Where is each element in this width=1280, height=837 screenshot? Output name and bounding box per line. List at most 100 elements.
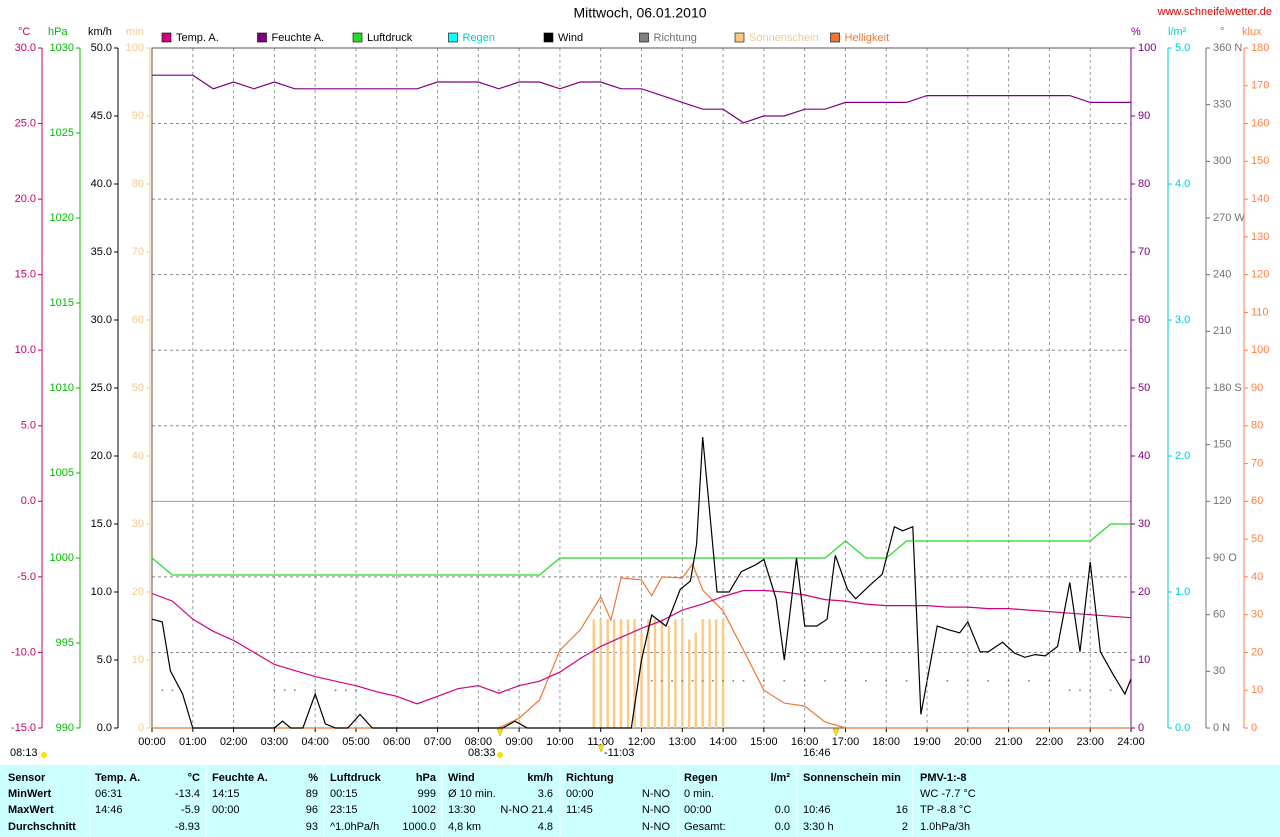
y-tick-label: 25.0: [15, 117, 36, 129]
table-cell: 96: [306, 804, 318, 816]
sunshine-bar: [714, 619, 718, 728]
direction-dot: [824, 679, 826, 682]
table-cell: 3.6: [538, 788, 553, 800]
direction-dot: [273, 689, 276, 692]
x-tick-label: 24:00: [1117, 736, 1145, 748]
direction-dot: [712, 679, 714, 682]
sunshine-bar: [612, 619, 616, 728]
sunshine-bar: [653, 619, 657, 728]
direction-dot: [1048, 679, 1051, 682]
sun-marker: [496, 728, 504, 737]
legend-label: Sonnenschein: [749, 32, 819, 44]
direction-dot: [987, 679, 990, 682]
y-tick-label: 50: [1138, 382, 1150, 394]
y-tick-label: 0 N: [1213, 722, 1230, 734]
y-tick-label: 20: [1138, 586, 1150, 598]
table-cell: 0.0: [775, 821, 790, 833]
y-tick-label: 0: [1138, 722, 1144, 734]
table-cell: 2: [902, 821, 908, 833]
y-tick-label: 180 S: [1213, 382, 1242, 394]
legend-swatch: [352, 32, 363, 43]
sunshine-bar: [592, 619, 595, 728]
time-annotation: 08:33: [468, 747, 496, 759]
axis-unit: °C: [18, 26, 30, 38]
table-cell: 3:30 h: [803, 821, 834, 833]
y-tick-label: 1005: [50, 467, 74, 479]
y-tick-label: 80: [1138, 178, 1150, 190]
sunshine-bar: [619, 619, 623, 728]
x-tick-label: 01:00: [179, 736, 207, 748]
y-tick-label: 30: [1213, 665, 1225, 677]
sunshine-bar: [674, 619, 677, 728]
y-tick-label: 30: [1251, 609, 1263, 621]
axis-unit: °: [1220, 26, 1224, 38]
x-tick-label: 14:00: [709, 736, 737, 748]
y-tick-label: 1020: [50, 212, 74, 224]
sunshine-bar: [640, 632, 643, 728]
y-tick-label: 5.0: [1175, 42, 1190, 54]
y-tick-label: 270 W: [1213, 212, 1245, 224]
direction-dot: [926, 679, 928, 682]
y-tick-label: 240: [1213, 269, 1231, 281]
direction-dot: [171, 689, 174, 692]
table-cell: 1002: [412, 804, 436, 816]
direction-dot: [508, 689, 510, 692]
x-tick-label: 15:00: [750, 736, 778, 748]
y-tick-label: 3.0: [1175, 314, 1190, 326]
y-tick-label: 330: [1213, 99, 1231, 111]
legend-swatch: [257, 32, 267, 43]
y-tick-label: 20: [1251, 646, 1263, 658]
direction-dot: [722, 679, 724, 682]
table-cell: ^1.0hPa/h: [330, 821, 379, 833]
x-tick-label: 10:00: [546, 736, 574, 748]
y-tick-label: 1000: [50, 552, 74, 564]
axis-unit: km/h: [88, 26, 112, 38]
legend-swatch: [161, 32, 172, 43]
sunshine-bar: [708, 619, 711, 728]
x-tick-label: 03:00: [261, 736, 289, 748]
direction-dot: [1007, 679, 1010, 682]
legend-label: Regen: [463, 32, 495, 44]
x-tick-label: 04:00: [301, 736, 329, 748]
direction-dot: [763, 679, 765, 682]
sunshine-bar: [599, 619, 602, 728]
table-cell: 00:00: [684, 804, 712, 816]
table-cell: 999: [418, 788, 436, 800]
y-tick-label: 30: [1138, 518, 1150, 530]
y-tick-label: 40: [132, 450, 144, 462]
x-tick-label: 13:00: [669, 736, 697, 748]
sunshine-bar: [626, 619, 630, 728]
sunshine-bar: [647, 619, 650, 728]
y-tick-label: 10: [1251, 684, 1263, 696]
y-tick-label: 2.0: [1175, 450, 1190, 462]
direction-dot: [1069, 689, 1071, 692]
direction-dot: [905, 679, 908, 682]
x-tick-label: 08:00: [465, 736, 493, 748]
direction-dot: [355, 689, 357, 692]
y-tick-label: 40.0: [91, 178, 112, 190]
direction-dot: [661, 679, 663, 682]
table-cell: 1.0hPa/3h: [920, 821, 970, 833]
y-tick-label: -15.0: [11, 722, 36, 734]
axis-unit: %: [1131, 26, 1141, 38]
direction-dot: [671, 679, 673, 682]
x-tick-label: 02:00: [220, 736, 248, 748]
y-tick-label: 5.0: [97, 654, 112, 666]
direction-dot: [885, 679, 888, 682]
y-tick-label: 40: [1251, 571, 1263, 583]
sunshine-bar: [633, 619, 636, 728]
time-annotation: -11:03: [604, 747, 634, 759]
y-tick-label: 1030: [50, 42, 74, 54]
table-cell: 11:45: [566, 804, 593, 816]
sunshine-bar: [694, 632, 697, 728]
y-tick-label: 170: [1251, 80, 1269, 92]
direction-dot: [732, 679, 735, 682]
direction-dot: [1089, 689, 1092, 692]
direction-dot: [650, 679, 653, 682]
table-cell: km/h: [527, 772, 553, 784]
axis-unit: l/m²: [1168, 26, 1187, 38]
direction-dot: [1028, 679, 1030, 682]
y-tick-label: 4.0: [1175, 178, 1190, 190]
direction-dot: [803, 679, 806, 682]
table-cell: 06:31: [95, 788, 123, 800]
